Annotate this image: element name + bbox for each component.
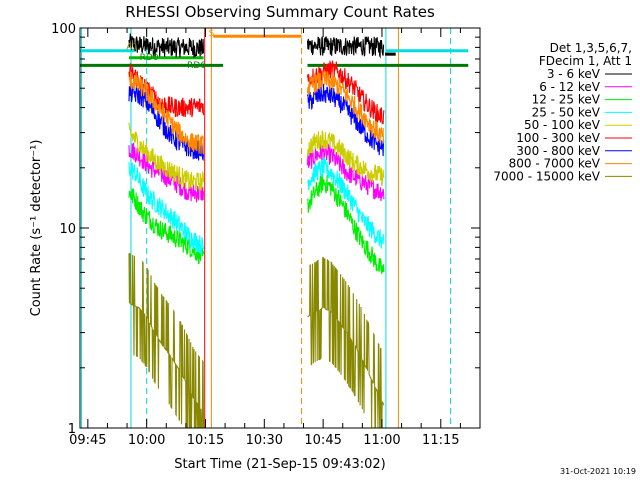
chart-title: RHESSI Observing Summary Count Rates — [125, 3, 435, 21]
y-axis: 1 10 100 — [51, 22, 480, 437]
legend-entry-3: 25 - 50 keV — [532, 105, 601, 119]
flag-label-3: A1 — [126, 43, 138, 53]
series-8 — [128, 252, 385, 429]
x-tick-label-0: 09:45 — [69, 433, 106, 448]
series-4 — [128, 122, 385, 192]
x-tick-label-2: 10:15 — [187, 433, 224, 448]
legend-header-line-1: Det 1,3,5,6,7, — [550, 41, 632, 55]
series-line-2-seg1 — [128, 188, 205, 265]
plot-area: S RD0 RD6 A1 — [80, 28, 469, 429]
x-tick-label-1: 10:00 — [128, 433, 165, 448]
x-tick-label-3: 10:30 — [246, 433, 283, 448]
legend-entry-2: 12 - 25 keV — [532, 93, 601, 107]
legend-header-line-2: FDecim 1, Att 1 — [539, 54, 632, 68]
series-2 — [128, 174, 385, 275]
x-axis: 09:45 10:00 10:15 10:30 10:45 11:00 11:15 — [69, 28, 461, 448]
legend-entry-7: 800 - 7000 keV — [509, 157, 601, 171]
legend-entry-1: 6 - 12 keV — [539, 80, 601, 94]
series-line-3-seg1 — [128, 162, 205, 255]
series-3 — [128, 156, 385, 255]
series-line-4-seg1 — [128, 122, 205, 192]
x-tick-label-6: 11:15 — [422, 433, 459, 448]
flag-label-0: S — [209, 29, 215, 39]
x-tick-label-5: 11:00 — [363, 433, 400, 448]
series-line-0-seg1 — [128, 33, 205, 58]
legend-entry-6: 300 - 800 keV — [516, 144, 600, 158]
series-line-3-seg2 — [307, 156, 385, 249]
y-tick-label-1: 10 — [59, 222, 76, 237]
series-line-1-seg1 — [128, 142, 205, 203]
y-tick-label-2: 100 — [51, 22, 76, 37]
flag-label-1: RD0 — [140, 53, 159, 63]
series-line-7-seg2 — [306, 70, 385, 144]
series-line-8-seg1 — [128, 252, 205, 429]
series-line-2-seg2 — [307, 174, 385, 275]
series-line-0-seg2 — [306, 36, 385, 59]
footer-timestamp: 31-Oct-2021 10:19 — [560, 467, 636, 476]
flag-label-2: RD6 — [187, 61, 206, 71]
x-axis-label: Start Time (21-Sep-15 09:43:02) — [174, 457, 385, 472]
series-line-8-seg2 — [307, 256, 385, 429]
series-7 — [128, 70, 385, 155]
legend-entry-0: 3 - 6 keV — [547, 67, 601, 81]
series-line-7-seg1 — [128, 71, 205, 155]
x-tick-label-4: 10:45 — [304, 433, 341, 448]
legend-entry-8: 7000 - 15000 keV — [493, 169, 600, 183]
series-line-1-seg2 — [306, 142, 385, 202]
legend-entry-4: 50 - 100 keV — [524, 118, 601, 132]
legend-entry-5: 100 - 300 keV — [516, 131, 600, 145]
y-axis-label: Count Rate (s⁻¹ detector⁻¹) — [29, 140, 44, 317]
legend: Det 1,3,5,6,7, FDecim 1, Att 1 3 - 6 keV… — [493, 41, 632, 183]
series-line-4-seg2 — [306, 130, 385, 187]
series-1 — [128, 142, 385, 203]
series-0 — [128, 33, 385, 59]
y-tick-label-0: 1 — [68, 422, 76, 437]
